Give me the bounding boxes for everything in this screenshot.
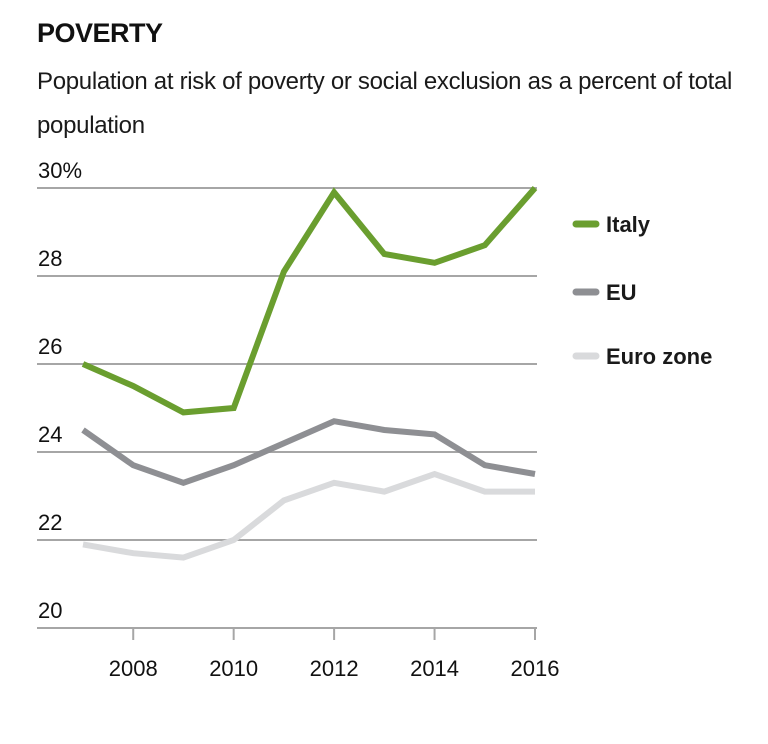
y-tick-label: 26 bbox=[38, 334, 62, 359]
legend-label-euro-zone: Euro zone bbox=[606, 344, 712, 369]
y-tick-label: 24 bbox=[38, 422, 62, 447]
series-line-euro-zone bbox=[82, 470, 535, 561]
y-tick-label: 28 bbox=[38, 246, 62, 271]
chart-subtitle: Population at risk of poverty or social … bbox=[37, 68, 733, 139]
y-tick-label: 20 bbox=[38, 598, 62, 623]
y-tick-label: 22 bbox=[38, 510, 62, 535]
series-line-eu bbox=[81, 418, 536, 486]
y-tick-label: 30% bbox=[38, 158, 82, 183]
series-lines bbox=[81, 186, 538, 561]
x-tick-label: 2012 bbox=[310, 656, 359, 681]
x-tick-label: 2014 bbox=[410, 656, 459, 681]
y-axis-tick-labels: 20 22 24 26 28 30% bbox=[38, 158, 82, 623]
chart-title: POVERTY bbox=[37, 18, 163, 48]
x-tick-label: 2008 bbox=[109, 656, 158, 681]
x-axis: 2008 2010 2012 2014 2016 bbox=[109, 628, 560, 681]
legend-label-eu: EU bbox=[606, 280, 637, 305]
x-tick-label: 2010 bbox=[209, 656, 258, 681]
x-tick-label: 2016 bbox=[511, 656, 560, 681]
legend: Italy EU Euro zone bbox=[572, 212, 712, 369]
gridlines bbox=[37, 187, 537, 629]
legend-label-italy: Italy bbox=[606, 212, 651, 237]
series-line-italy bbox=[81, 186, 538, 416]
